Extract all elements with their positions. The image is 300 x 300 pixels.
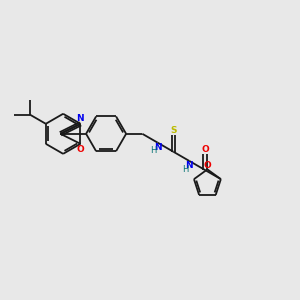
Text: O: O (201, 146, 209, 154)
Text: H: H (182, 165, 188, 174)
Text: N: N (185, 161, 193, 170)
Text: O: O (76, 145, 84, 154)
Text: S: S (170, 126, 177, 135)
Text: N: N (76, 114, 83, 123)
Text: N: N (154, 143, 161, 152)
Text: O: O (203, 161, 211, 170)
Text: H: H (150, 146, 157, 155)
